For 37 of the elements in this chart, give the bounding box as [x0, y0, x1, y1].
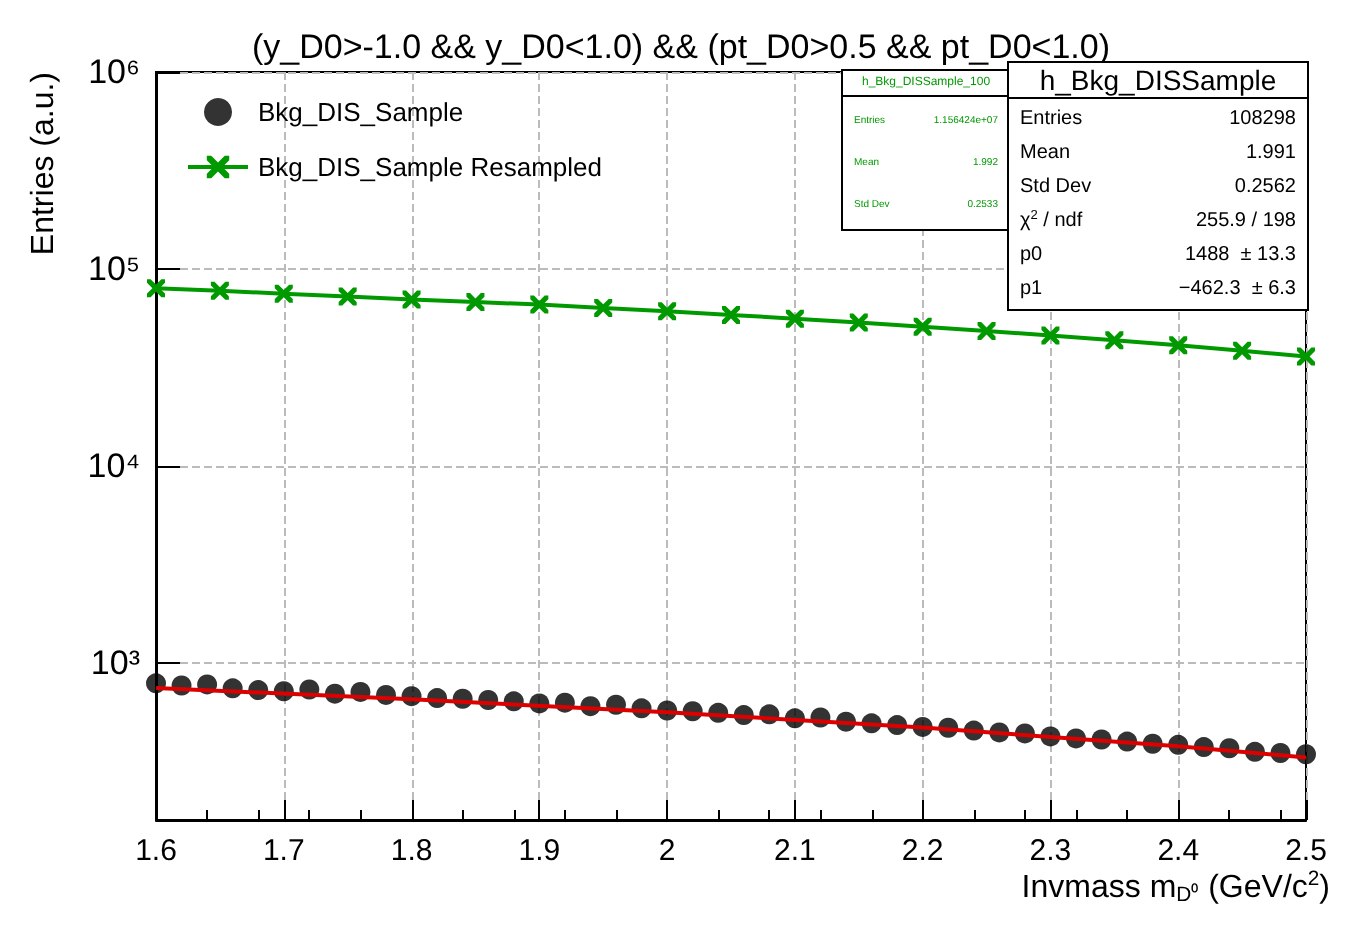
y-tick-label: 10⁴ [87, 447, 140, 486]
point [785, 309, 804, 328]
y-tick-label: 10³ [90, 644, 141, 683]
point [210, 281, 229, 300]
y-tick-label: 10⁵ [88, 250, 140, 289]
point [1233, 341, 1252, 360]
x-tick-label: 1.6 [135, 834, 177, 868]
y-axis-title: Entries (a.u.) [27, 71, 61, 256]
legend-label: Bkg_DIS_Sample Resampled [258, 152, 602, 182]
chart-title: (y_D0>-1.0 && y_D0<1.0) && (pt_D0>0.5 && pt_D0<1.0) [251, 28, 1111, 66]
point [1297, 347, 1315, 366]
point [849, 313, 868, 332]
point [594, 298, 613, 317]
point [913, 317, 932, 336]
point [274, 284, 293, 303]
x-tick-label: 2.1 [774, 834, 816, 868]
y-tick-label: 10⁶ [88, 53, 140, 91]
x-tick-label: 2.5 [1285, 834, 1327, 868]
x-tick-label: 1.9 [518, 834, 561, 868]
point [658, 302, 677, 321]
point [530, 295, 549, 314]
x-tick-label: 2.2 [901, 834, 944, 868]
point [402, 290, 421, 309]
point [1105, 331, 1124, 350]
x-tick-label: 2 [658, 834, 676, 868]
point [147, 279, 165, 298]
point [1169, 336, 1188, 355]
point [338, 287, 357, 306]
x-tick-label: 1.8 [390, 834, 433, 868]
point [722, 305, 740, 324]
point [466, 293, 485, 312]
point [977, 321, 996, 340]
point [1041, 326, 1060, 345]
x-tick-label: 2.3 [1029, 834, 1072, 868]
x-tick-label: 1.7 [262, 834, 305, 868]
x-tick-label: 2.4 [1157, 834, 1200, 868]
legend-label: Bkg_DIS_Sample [258, 97, 464, 127]
